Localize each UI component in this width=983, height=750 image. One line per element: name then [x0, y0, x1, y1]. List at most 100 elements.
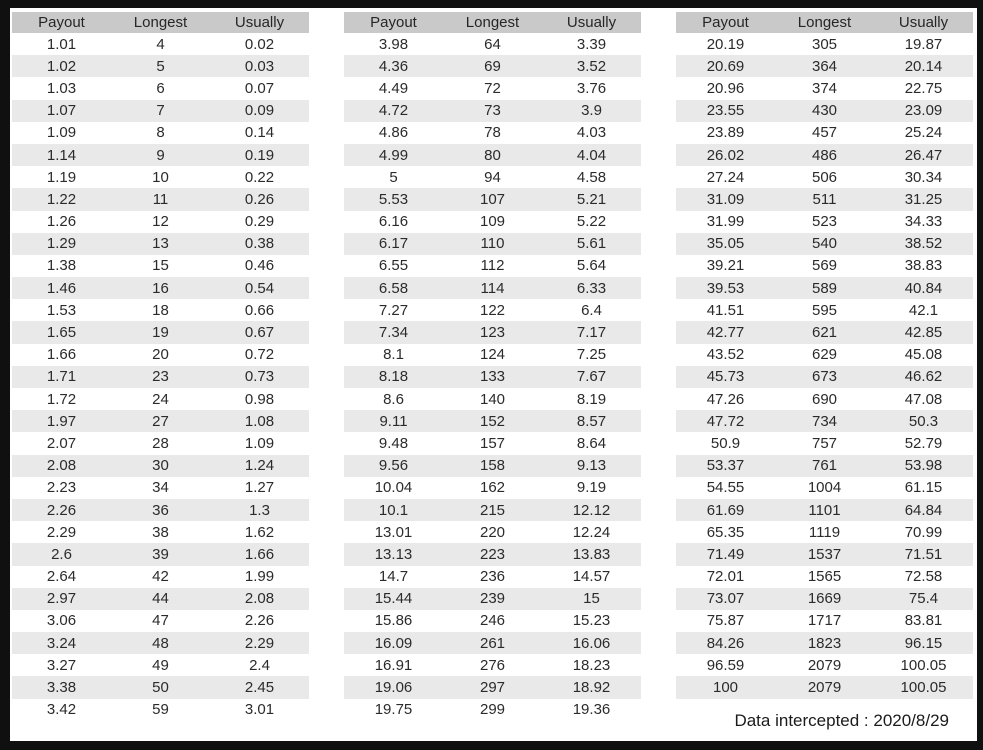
- cell-payout: 3.06: [46, 612, 77, 630]
- cell-longest: 24: [152, 390, 169, 408]
- cell-payout: 6.58: [344, 277, 443, 300]
- table-row: 4.86 78 4.03: [344, 122, 641, 144]
- cell-usually: 20.14: [874, 55, 973, 78]
- cell-usually: 2.26: [244, 612, 275, 630]
- table-row: 5.53 107 5.21: [344, 188, 641, 211]
- cell-usually: 46.62: [874, 365, 973, 388]
- cell-payout: 73.07: [676, 587, 775, 610]
- cell-longest: 305: [811, 35, 838, 53]
- cell-longest: 220: [479, 523, 506, 541]
- cell-longest: 276: [479, 656, 506, 674]
- table-row: 47.72 734 50.3: [676, 410, 973, 433]
- cell-usually: 100.05: [874, 676, 973, 699]
- table-row: 14.7 236 14.57: [344, 566, 641, 588]
- table-row: 26.02 486 26.47: [676, 143, 973, 167]
- cell-usually: 53.98: [874, 454, 973, 477]
- cell-usually: 0.19: [210, 143, 309, 167]
- cell-payout: 5: [389, 168, 398, 186]
- cell-payout: 9.56: [344, 454, 443, 477]
- table-row: 6.55 112 5.64: [344, 255, 641, 277]
- cell-usually: 0.03: [210, 55, 309, 78]
- cell-payout: 42.77: [676, 321, 775, 344]
- cell-payout: 65.35: [706, 523, 745, 541]
- cell-longest: 152: [443, 410, 542, 433]
- cell-longest: 28: [152, 434, 169, 452]
- table-row: 8.1 124 7.25: [344, 344, 641, 366]
- cell-payout: 47.26: [706, 390, 745, 408]
- cell-usually: 31.25: [874, 188, 973, 211]
- cell-longest: 44: [111, 587, 210, 610]
- header-row: Payout Longest Usually: [344, 12, 641, 33]
- cell-longest: 7: [111, 99, 210, 122]
- table-row: 10.1 215 12.12: [344, 498, 641, 522]
- cell-usually: 12.12: [542, 498, 641, 522]
- table-row: 13.13 223 13.83: [344, 543, 641, 566]
- cell-payout: 39.53: [676, 277, 775, 300]
- table-row: 7.34 123 7.17: [344, 321, 641, 344]
- cell-usually: 0.72: [244, 346, 275, 364]
- table-row: 4.36 69 3.52: [344, 55, 641, 78]
- cell-longest: 73: [443, 99, 542, 122]
- table-row: 3.06 47 2.26: [12, 610, 309, 632]
- cell-payout: 9.48: [378, 434, 409, 452]
- cell-usually: 47.08: [904, 390, 943, 408]
- cell-longest: 4: [156, 35, 165, 53]
- cell-usually: 4.03: [576, 124, 607, 142]
- cell-payout: 27.24: [706, 168, 745, 186]
- table-row: 1.26 12 0.29: [12, 211, 309, 233]
- cell-usually: 3.76: [576, 79, 607, 97]
- table-row: 2.07 28 1.09: [12, 432, 309, 454]
- cell-longest: 6: [156, 79, 165, 97]
- table-row: 2.97 44 2.08: [12, 587, 309, 610]
- cell-usually: 1.27: [244, 479, 275, 497]
- cell-payout: 8.18: [344, 365, 443, 388]
- cell-usually: 15: [542, 587, 641, 610]
- cell-usually: 4.04: [542, 143, 641, 167]
- cell-usually: 1.3: [210, 498, 309, 522]
- cell-usually: 1.09: [244, 434, 275, 452]
- cell-longest: 1565: [807, 568, 842, 586]
- cell-payout: 19.06: [344, 676, 443, 699]
- cell-usually: 38.83: [904, 257, 943, 275]
- cell-payout: 3.38: [12, 676, 111, 699]
- cell-payout: 39.21: [706, 257, 745, 275]
- cell-payout: 3.27: [46, 656, 77, 674]
- cell-usually: 1.24: [210, 454, 309, 477]
- table-row: 39.21 569 38.83: [676, 255, 973, 277]
- table-row: 6.16 109 5.22: [344, 211, 641, 233]
- cell-payout: 54.55: [706, 479, 745, 497]
- cell-longest: 523: [811, 213, 838, 231]
- cell-usually: 8.64: [576, 434, 607, 452]
- cell-payout: 16.09: [344, 632, 443, 655]
- cell-payout: 15.86: [374, 612, 413, 630]
- cell-longest: 299: [479, 701, 506, 719]
- table-row: 3.38 50 2.45: [12, 676, 309, 699]
- table-row: 1.65 19 0.67: [12, 321, 309, 344]
- cell-usually: 18.23: [572, 656, 611, 674]
- cell-longest: 246: [479, 612, 506, 630]
- cell-usually: 0.46: [244, 257, 275, 275]
- cell-usually: 4.58: [576, 168, 607, 186]
- cell-payout: 14.7: [378, 568, 409, 586]
- table-row: 1.07 7 0.09: [12, 99, 309, 122]
- cell-usually: 6.4: [581, 301, 602, 319]
- cell-usually: 13.83: [542, 543, 641, 566]
- cell-usually: 72.58: [904, 568, 943, 586]
- cell-longest: 112: [480, 257, 505, 275]
- cell-payout: 6.17: [344, 232, 443, 255]
- cell-usually: 0.09: [210, 99, 309, 122]
- table-row: 13.01 220 12.24: [344, 521, 641, 543]
- cell-usually: 0.54: [210, 277, 309, 300]
- table-row: 1.66 20 0.72: [12, 344, 309, 366]
- table-row: 42.77 621 42.85: [676, 321, 973, 344]
- cell-usually: 3.52: [542, 55, 641, 78]
- table-row: 7.27 122 6.4: [344, 299, 641, 321]
- column-header-usually: Usually: [542, 12, 641, 33]
- table-row: 1.38 15 0.46: [12, 255, 309, 277]
- cell-usually: 2.45: [210, 676, 309, 699]
- cell-payout: 20.69: [676, 55, 775, 78]
- cell-usually: 45.08: [904, 346, 943, 364]
- table-row: 4.49 72 3.76: [344, 77, 641, 99]
- cell-longest: 48: [111, 632, 210, 655]
- cell-longest: 511: [775, 188, 874, 211]
